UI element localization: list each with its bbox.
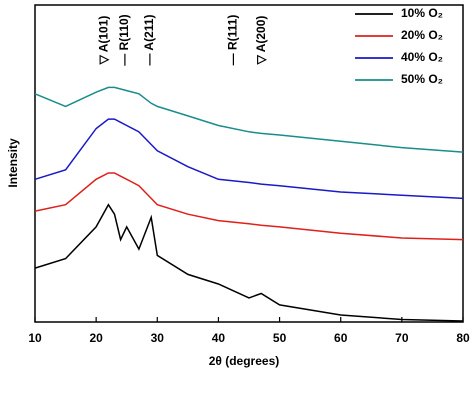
series-line	[34, 203, 464, 322]
legend-label: 10% O₂	[401, 6, 443, 20]
y-axis-label: Intensity	[6, 138, 20, 188]
x-tick-label: 10	[28, 331, 42, 345]
legend-label: 50% O₂	[401, 72, 443, 86]
series-line	[34, 118, 464, 200]
peak-annotation: ▽ A(200)	[254, 16, 268, 66]
legend-label: 20% O₂	[401, 28, 443, 42]
x-tick-label: 50	[273, 331, 287, 345]
x-tick-label: 30	[151, 331, 165, 345]
x-tick-label: 60	[334, 331, 348, 345]
series-line	[34, 172, 464, 241]
peak-annotation: ▽ A(101)	[96, 16, 110, 66]
x-axis-label: 2θ (degrees)	[209, 354, 280, 368]
legend-label: 40% O₂	[401, 50, 443, 64]
series-line	[34, 86, 464, 153]
x-tick-label: 40	[212, 331, 226, 345]
peak-annotation: — R(111)	[225, 15, 239, 66]
x-tick-label: 70	[395, 331, 409, 345]
peak-annotation: — A(211)	[142, 15, 156, 66]
peak-annotation: — R(110)	[117, 14, 131, 65]
x-tick-label: 80	[456, 331, 470, 345]
plot-frame	[34, 4, 464, 323]
x-tick-label: 20	[89, 331, 103, 345]
